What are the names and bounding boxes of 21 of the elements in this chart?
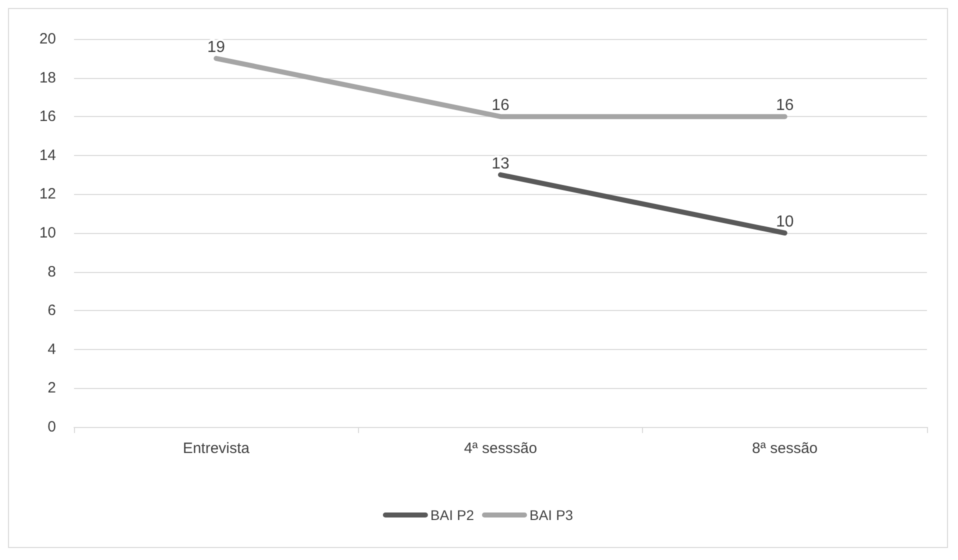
y-tick-label: 10 (39, 224, 56, 242)
data-label: 19 (207, 38, 226, 56)
x-tick-label: 4ª sesssão (464, 440, 538, 457)
y-tick-label: 20 (39, 30, 56, 48)
y-tick-label: 6 (48, 302, 56, 320)
y-tick-label: 14 (39, 146, 56, 164)
y-tick-label: 2 (48, 380, 56, 397)
y-tick-label: 0 (48, 418, 56, 436)
y-tick-label: 8 (48, 263, 56, 280)
data-label: 16 (492, 97, 510, 114)
y-tick-label: 4 (48, 340, 56, 358)
data-label: 16 (776, 97, 794, 114)
legend-label: BAI P2 (430, 507, 474, 523)
y-tick-label: 16 (39, 108, 56, 126)
x-tick-label: Entrevista (182, 440, 250, 457)
x-tick-label: 8ª sessão (752, 440, 818, 457)
data-label: 13 (492, 155, 510, 172)
y-tick-label: 18 (39, 69, 56, 86)
data-label: 10 (776, 214, 794, 230)
legend-label: BAI P3 (530, 507, 574, 523)
y-tick-label: 12 (39, 186, 56, 203)
